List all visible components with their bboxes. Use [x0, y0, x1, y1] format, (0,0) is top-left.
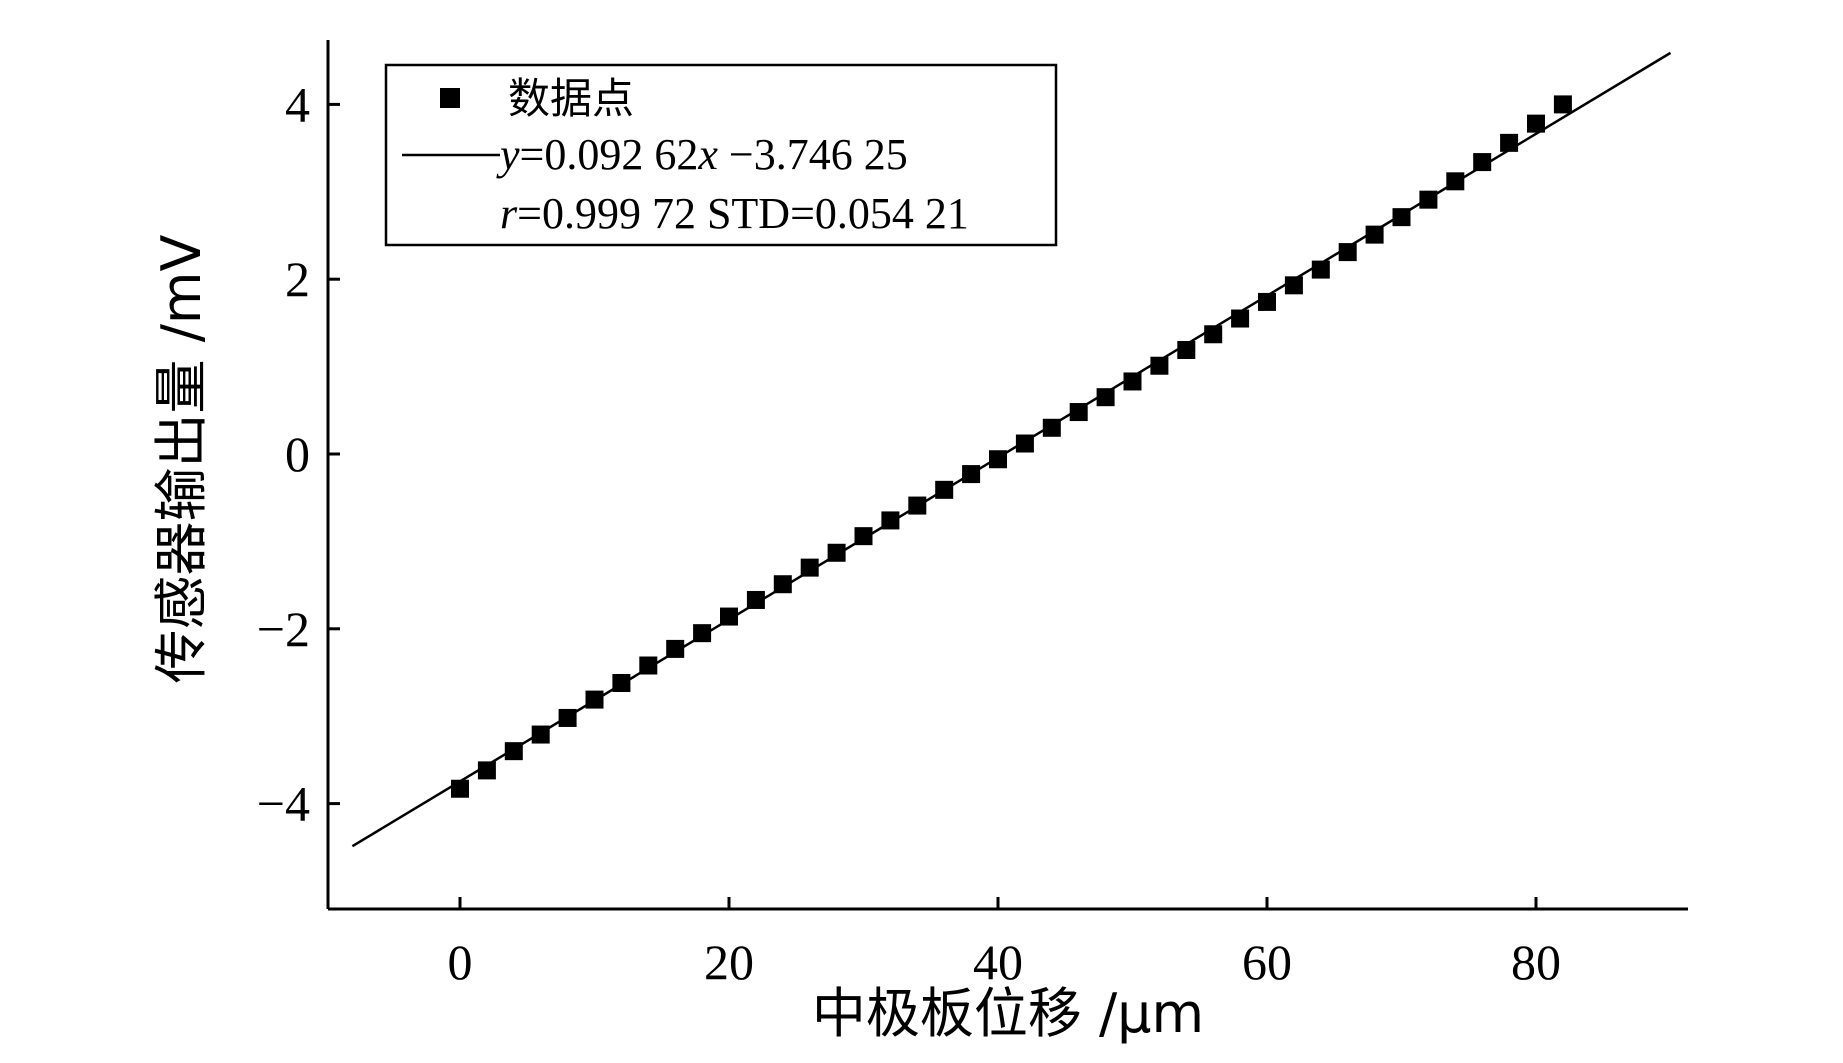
data-point: [666, 639, 685, 658]
data-point: [720, 607, 738, 626]
y-tick-label: 0: [285, 426, 310, 482]
data-point: [1069, 403, 1088, 422]
x-tick-label: 60: [1242, 934, 1292, 990]
data-point: [881, 511, 900, 530]
data-point: [1392, 208, 1411, 227]
data-point: [1553, 95, 1572, 114]
data-point: [800, 558, 819, 577]
data-point: [773, 575, 792, 594]
data-point: [989, 450, 1007, 469]
data-point: [612, 673, 631, 692]
legend-marker-square: [440, 88, 460, 108]
data-point: [1284, 276, 1303, 295]
data-point: [1527, 114, 1545, 133]
data-point: [1150, 356, 1169, 375]
data-point: [827, 543, 846, 562]
y-axis-title: 传感器输出量 /mV: [150, 234, 213, 683]
data-point: [1311, 260, 1330, 279]
data-point: [1015, 434, 1034, 453]
legend-fit-x-symbol: x: [697, 130, 718, 179]
data-point: [693, 624, 712, 643]
x-tick-label: 20: [704, 934, 754, 990]
y-tick-label: −4: [257, 776, 310, 832]
data-point: [962, 465, 981, 484]
data-point: [1419, 190, 1438, 209]
data-point: [1446, 172, 1465, 191]
legend: 数据点 y=0.092 62x −3.746 25 r=0.999 72 STD…: [384, 63, 1058, 247]
data-point: [531, 725, 550, 744]
legend-fit-slope: =0.092 62: [520, 130, 699, 179]
y-tick-label: −2: [257, 601, 310, 657]
data-point: [1123, 372, 1142, 391]
ticks: [328, 102, 1538, 909]
tick-labels: 0 20 40 60 80 −4 −2 0 2 4: [257, 76, 1561, 990]
data-point: [746, 590, 765, 609]
x-tick-label: 40: [973, 934, 1023, 990]
y-tick-label: 4: [285, 76, 310, 132]
data-point: [1338, 243, 1357, 262]
data-point: [585, 690, 604, 709]
series-layer: [351, 51, 1672, 848]
y-tick-label: 2: [285, 251, 310, 307]
data-point: [477, 761, 496, 780]
data-point: [639, 656, 658, 675]
legend-marker-label: 数据点: [508, 74, 634, 123]
data-point: [558, 708, 577, 727]
data-point: [1096, 388, 1115, 407]
data-point: [1042, 418, 1061, 437]
legend-stats-label: r=0.999 72 STD=0.054 21: [500, 189, 969, 238]
legend-fit-line-label: y=0.092 62x −3.746 25: [496, 130, 908, 179]
data-point: [1365, 225, 1384, 244]
data-point: [854, 527, 873, 546]
data-point: [1177, 340, 1196, 359]
data-point: [504, 742, 523, 761]
x-tick-label: 80: [1511, 934, 1561, 990]
data-point: [1204, 325, 1223, 344]
data-point: [451, 779, 469, 798]
data-point: [1231, 309, 1250, 328]
data-point: [935, 480, 954, 499]
data-point: [1473, 153, 1492, 172]
data-point: [1500, 133, 1519, 152]
x-tick-label: 0: [448, 934, 473, 990]
x-axis-title: 中极板位移 /μm: [812, 982, 1204, 1045]
legend-fit-y-symbol: y: [496, 130, 520, 179]
legend-stats-r-symbol: r: [500, 189, 518, 238]
data-point: [908, 496, 927, 515]
legend-fit-intercept: −3.746 25: [718, 130, 908, 179]
data-point: [1258, 292, 1276, 311]
axes: [326, 40, 1688, 911]
legend-stats-values: =0.999 72 STD=0.054 21: [517, 189, 969, 238]
